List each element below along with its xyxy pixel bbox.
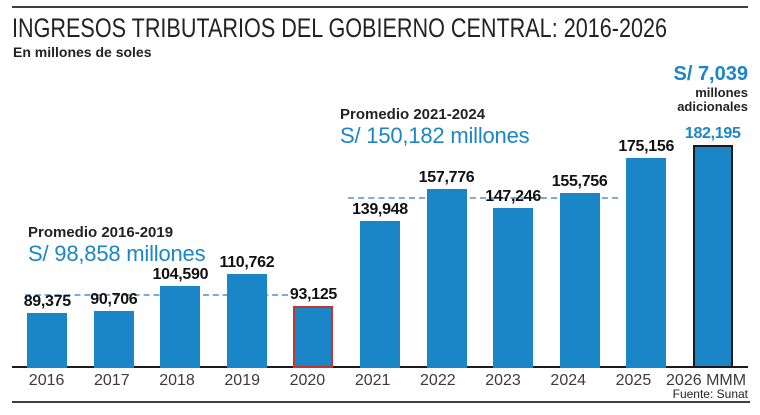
- bar: [360, 221, 400, 368]
- source-note: Fuente: Sunat: [672, 387, 748, 401]
- bar-column: 110,762: [214, 70, 281, 368]
- year-label: 2020: [289, 372, 326, 389]
- bar: [93, 310, 134, 368]
- callout-caption: millones adicionales: [677, 85, 748, 114]
- bar: [426, 189, 467, 368]
- year-label: 2016: [28, 372, 65, 389]
- bar-column: 155,756: [546, 70, 613, 368]
- bar-column: 139,948: [347, 70, 414, 368]
- bar-column: 93,125: [280, 70, 347, 368]
- bar: [626, 157, 667, 368]
- chart-title: INGRESOS TRIBUTARIOS DEL GOBIERNO CENTRA…: [12, 13, 667, 43]
- bar-value-label: 90,706: [90, 290, 138, 308]
- average-dashed-line: [348, 196, 618, 199]
- year-label: 2023: [485, 372, 521, 389]
- bar-value-label: 139,948: [352, 201, 408, 219]
- chart-subtitle: En millones de soles: [13, 44, 152, 60]
- bar-value-label: 104,590: [152, 265, 209, 283]
- average-annotation-2021-2024: Promedio 2021-2024 S/ 150,182 millones: [340, 106, 530, 149]
- bottom-rule: [12, 401, 750, 403]
- year-label: 2021: [354, 372, 391, 389]
- year-label: 2019: [224, 372, 260, 389]
- bar-column: 147,246: [480, 70, 547, 368]
- top-rule: [12, 6, 748, 8]
- average-dashed-line: [25, 293, 288, 296]
- bar-value-label: 175,156: [618, 137, 675, 155]
- bar-column: 104,590: [147, 70, 214, 368]
- bar: [27, 313, 68, 368]
- bar-column: 182,195: [679, 70, 746, 368]
- average-annotation-label: Promedio 2016-2019: [28, 224, 174, 241]
- year-label: 2024: [550, 372, 587, 389]
- bar-value-label: 89,375: [23, 293, 71, 310]
- bar: [692, 145, 733, 368]
- bar: [559, 192, 600, 368]
- bar-column: 157,776: [413, 70, 480, 368]
- year-label: 2017: [94, 372, 130, 389]
- additional-amount-callout: S/ 7,039 millones adicionales: [670, 63, 748, 114]
- year-label: 2022: [420, 372, 456, 389]
- year-label: 2018: [159, 372, 195, 389]
- year-label: 2026 MMM: [666, 372, 747, 389]
- bar: [226, 274, 267, 368]
- average-annotation-value: S/ 150,182 millones: [340, 123, 530, 148]
- bar-column: 175,156: [613, 70, 680, 368]
- year-label: 2025: [615, 372, 652, 389]
- bar: [160, 285, 201, 368]
- bar-value-label: 110,762: [219, 254, 275, 272]
- bar-column: 89,375: [14, 70, 81, 368]
- callout-value: S/ 7,039: [673, 63, 748, 85]
- bar-value-label: 157,776: [418, 169, 475, 187]
- average-annotation-label: Promedio 2021-2024: [340, 106, 486, 123]
- bar: [293, 306, 334, 368]
- bar-value-label: 182,195: [684, 125, 741, 142]
- average-annotation-value: S/ 98,858 millones: [28, 241, 206, 266]
- x-axis-labels: 2016 2017 2018 2019 2020 2021 2022 2023 2024 2025…: [14, 372, 746, 389]
- plot-area: 89,375 90,706 104,590 110,762 93,125 139,948 1…: [14, 70, 746, 368]
- bar-column: 90,706: [81, 70, 148, 368]
- average-annotation-2016-2019: Promedio 2016-2019 S/ 98,858 millones: [28, 224, 206, 267]
- bar-value-label: 93,125: [289, 286, 338, 304]
- bar-value-label: 155,756: [551, 172, 608, 190]
- bar: [493, 208, 534, 368]
- bar-value-label: 147,246: [485, 188, 541, 206]
